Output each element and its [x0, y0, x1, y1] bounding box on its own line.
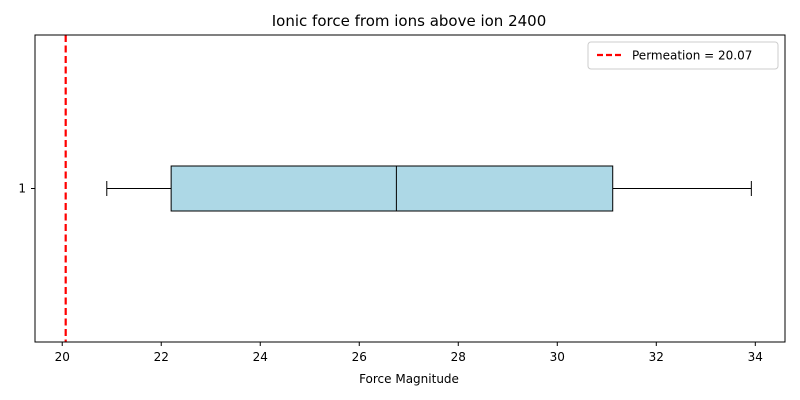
x-axis-label: Force Magnitude	[359, 372, 459, 386]
x-tick-label: 28	[451, 350, 466, 364]
y-tick-label: 1	[18, 182, 26, 196]
legend: Permeation = 20.07	[587, 41, 779, 70]
x-tick-label: 32	[649, 350, 664, 364]
x-tick-label: 20	[55, 350, 70, 364]
legend-label: Permeation = 20.07	[632, 49, 752, 63]
x-axis: 20 22 24 26 28 30 32 34	[55, 342, 763, 364]
chart-title: Ionic force from ions above ion 2400	[272, 12, 547, 30]
box-iqr	[170, 165, 614, 212]
plot-area	[64, 35, 752, 342]
x-tick-label: 30	[550, 350, 565, 364]
x-tick-label: 22	[154, 350, 169, 364]
x-tick-label: 24	[253, 350, 268, 364]
x-tick-label: 34	[748, 350, 763, 364]
y-axis: 1	[18, 182, 35, 196]
legend-box	[587, 41, 779, 70]
x-tick-label: 26	[352, 350, 367, 364]
